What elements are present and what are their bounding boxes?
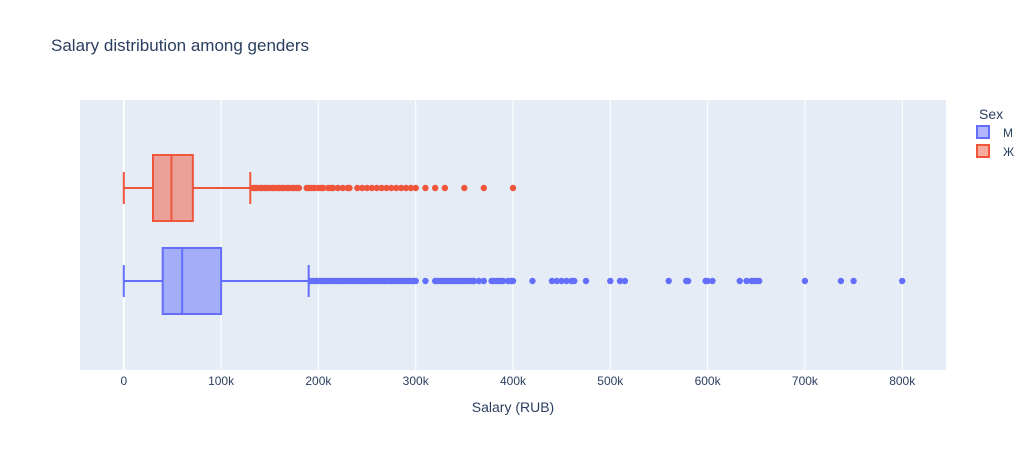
outlier-point[interactable] [422,184,429,192]
outlier-point[interactable] [548,277,556,285]
outlier-point[interactable] [571,277,578,285]
outlier-point[interactable] [470,277,478,285]
outlier-point[interactable] [736,277,743,285]
outlier-point[interactable] [709,277,716,285]
outlier-point[interactable] [850,277,857,285]
legend-label-zh: Ж [1003,145,1014,159]
box-series-layer [122,154,906,315]
outlier-point[interactable] [837,277,845,285]
outlier-point[interactable] [480,277,488,285]
outlier-point[interactable] [354,184,361,192]
outlier-point[interactable] [295,184,303,192]
x-tick-label: 400k [500,374,527,388]
outlier-point[interactable] [801,277,809,285]
outlier-point[interactable] [378,184,385,192]
x-gridlines [122,100,903,370]
outlier-point[interactable] [509,277,517,285]
outlier-point[interactable] [607,277,614,285]
outlier-point[interactable] [329,184,337,192]
outlier-point[interactable] [616,277,624,285]
outlier-point[interactable] [363,184,371,192]
outlier-point[interactable] [402,184,410,192]
outlier-point[interactable] [461,184,468,192]
outlier-point[interactable] [755,277,763,285]
outlier-point[interactable] [441,184,449,192]
outlier-point[interactable] [368,184,376,192]
outlier-point[interactable] [480,184,488,192]
outlier-point[interactable] [407,184,415,192]
outlier-point[interactable] [509,184,517,192]
x-tick-label: 800k [889,374,916,388]
legend-label-m: М [1003,126,1013,140]
outlier-point[interactable] [334,184,342,192]
x-tick-label: 600k [695,374,722,388]
outlier-point[interactable] [431,184,439,192]
outlier-point[interactable] [397,184,405,192]
x-tick-label: 700k [792,374,819,388]
chart-title: Salary distribution among genders [51,36,309,55]
outlier-point[interactable] [704,277,711,285]
box-trace-zh[interactable] [122,154,517,222]
x-tick-label: 200k [305,374,332,388]
outlier-point[interactable] [684,277,692,285]
outlier-point[interactable] [899,277,906,285]
outlier-point[interactable] [529,277,536,285]
x-tick-label: 500k [597,374,624,388]
x-tick-label: 100k [208,374,235,388]
outlier-point[interactable] [665,277,672,285]
outlier-point[interactable] [320,184,327,192]
legend-item-m[interactable]: М [976,125,1013,140]
legend-item-zh[interactable]: Ж [976,144,1014,159]
outlier-point[interactable] [412,277,419,285]
outlier-point[interactable] [412,184,419,192]
legend-swatch-zh [976,144,990,158]
x-tick-label: 0 [120,374,127,388]
outlier-point[interactable] [339,184,346,192]
outlier-point[interactable] [373,184,380,192]
outlier-point[interactable] [582,277,590,285]
outlier-point[interactable] [743,277,750,285]
outlier-point[interactable] [388,184,395,192]
box-trace-m[interactable] [122,247,906,315]
outlier-point[interactable] [475,277,483,285]
iqr-box [151,154,194,222]
outlier-point[interactable] [393,184,400,192]
x-axis-title: Salary (RUB) [472,399,554,415]
x-tick-labels: 0 100k 200k 300k 400k 500k 600k 700k 800k [120,374,916,388]
x-tick-label: 300k [403,374,430,388]
outlier-point[interactable] [500,277,507,285]
iqr-box [161,247,223,315]
outlier-point[interactable] [358,184,366,192]
outlier-point[interactable] [422,277,429,285]
outlier-point[interactable] [553,277,560,285]
legend-swatch-m [976,125,990,139]
outlier-point[interactable] [346,184,353,192]
outlier-point[interactable] [621,277,629,285]
outlier-point[interactable] [563,277,570,285]
legend: Sex М Ж [976,106,1014,159]
outlier-point[interactable] [383,184,390,192]
outlier-point[interactable] [558,277,565,285]
legend-title: Sex [979,106,1003,122]
